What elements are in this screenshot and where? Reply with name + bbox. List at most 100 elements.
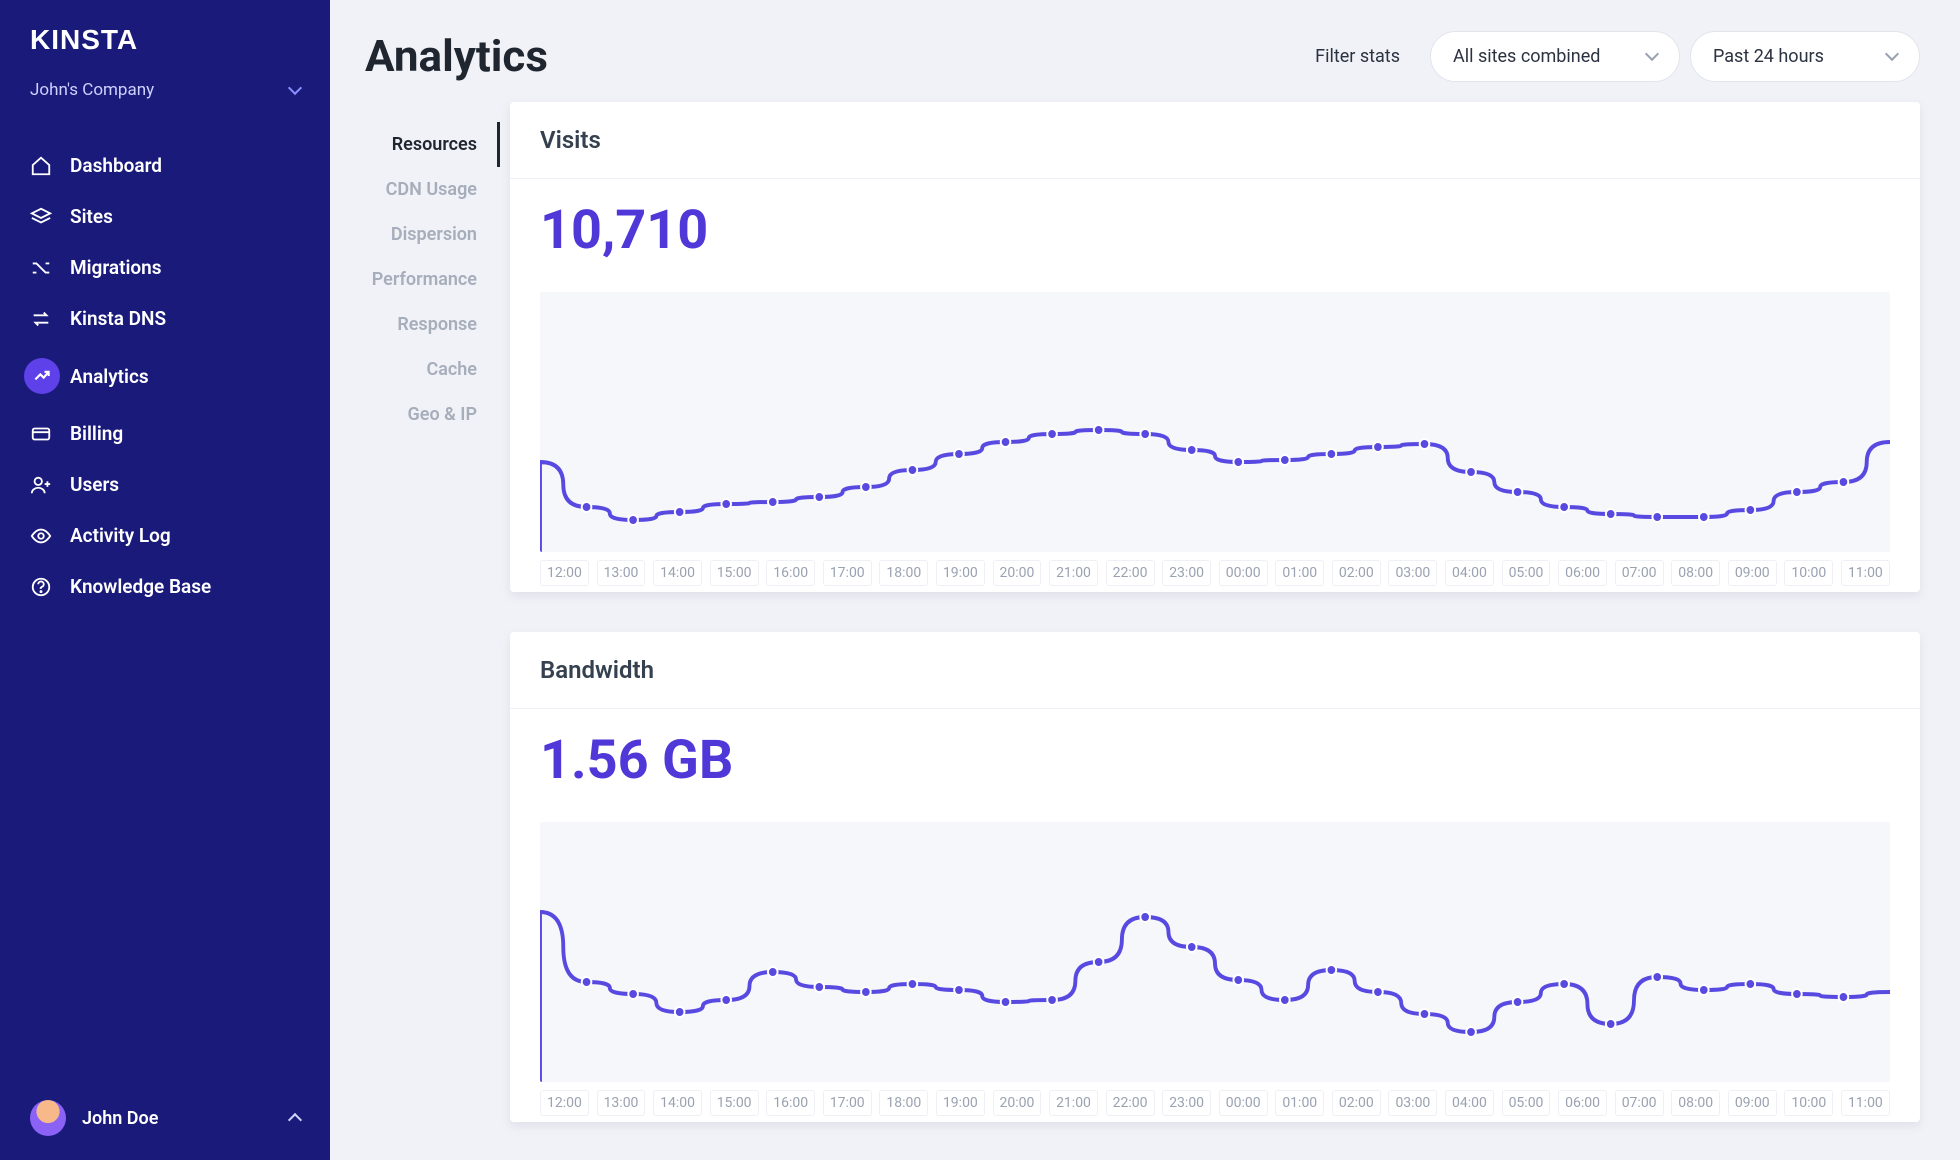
- x-tick: 16:00: [766, 560, 815, 586]
- company-selector[interactable]: John's Company: [30, 80, 300, 100]
- swap-icon: [30, 308, 70, 330]
- x-tick: 06:00: [1558, 1090, 1607, 1116]
- x-tick: 14:00: [653, 1090, 702, 1116]
- subnav-item-geo-ip[interactable]: Geo & IP: [407, 392, 500, 437]
- x-tick: 23:00: [1162, 560, 1211, 586]
- bandwidth-card-title: Bandwidth: [510, 632, 1920, 709]
- x-tick: 13:00: [597, 1090, 646, 1116]
- user-menu[interactable]: John Doe: [0, 1100, 330, 1136]
- x-tick: 21:00: [1049, 560, 1098, 586]
- x-tick: 18:00: [879, 560, 928, 586]
- nav-item-label: Migrations: [70, 256, 162, 279]
- nav-item-billing[interactable]: Billing: [0, 408, 330, 459]
- brand-logo: KINSTA: [30, 24, 330, 56]
- subnav-item-response[interactable]: Response: [397, 302, 500, 347]
- subnav-item-performance[interactable]: Performance: [372, 257, 500, 302]
- time-range-value: Past 24 hours: [1713, 46, 1824, 67]
- x-tick: 09:00: [1728, 1090, 1777, 1116]
- x-tick: 14:00: [653, 560, 702, 586]
- nav-item-migrations[interactable]: Migrations: [0, 242, 330, 293]
- x-tick: 04:00: [1445, 560, 1494, 586]
- x-tick: 18:00: [879, 1090, 928, 1116]
- main-content: Analytics Filter stats All sites combine…: [330, 0, 1960, 1160]
- avatar: [30, 1100, 66, 1136]
- x-tick: 03:00: [1388, 560, 1437, 586]
- bandwidth-x-axis: 12:0013:0014:0015:0016:0017:0018:0019:00…: [540, 1090, 1890, 1116]
- x-tick: 12:00: [540, 560, 589, 586]
- x-tick: 17:00: [823, 1090, 872, 1116]
- x-tick: 08:00: [1671, 1090, 1720, 1116]
- card-icon: [30, 423, 70, 445]
- nav-item-sites[interactable]: Sites: [0, 191, 330, 242]
- nav-item-activity-log[interactable]: Activity Log: [0, 510, 330, 561]
- x-tick: 12:00: [540, 1090, 589, 1116]
- eye-icon: [30, 525, 70, 547]
- chevron-up-icon: [288, 1113, 302, 1127]
- nav-item-label: Activity Log: [70, 524, 171, 547]
- x-tick: 06:00: [1558, 560, 1607, 586]
- subnav-item-resources[interactable]: Resources: [392, 122, 500, 167]
- visits-chart: [540, 292, 1890, 552]
- help-icon: [30, 576, 70, 598]
- nav-item-dashboard[interactable]: Dashboard: [0, 140, 330, 191]
- nav-item-label: Users: [70, 473, 119, 496]
- nav-item-label: Dashboard: [70, 154, 162, 177]
- nav-item-users[interactable]: Users: [0, 459, 330, 510]
- chevron-down-icon: [1885, 47, 1899, 61]
- bandwidth-card: Bandwidth 1.56 GB 12:0013:0014:0015:0016…: [510, 632, 1920, 1122]
- visits-card-title: Visits: [510, 102, 1920, 179]
- x-tick: 19:00: [936, 1090, 985, 1116]
- shuffle-icon: [30, 257, 70, 279]
- visits-total: 10,710: [540, 199, 1890, 262]
- x-tick: 00:00: [1219, 560, 1268, 586]
- nav-item-label: Analytics: [70, 365, 149, 388]
- x-tick: 20:00: [993, 1090, 1042, 1116]
- time-range-selector[interactable]: Past 24 hours: [1690, 31, 1920, 82]
- nav-item-label: Kinsta DNS: [70, 307, 166, 330]
- x-tick: 11:00: [1841, 1090, 1890, 1116]
- x-tick: 22:00: [1106, 1090, 1155, 1116]
- layers-icon: [30, 206, 70, 228]
- x-tick: 15:00: [710, 560, 759, 586]
- x-tick: 19:00: [936, 560, 985, 586]
- nav-item-label: Knowledge Base: [70, 575, 211, 598]
- analytics-subnav: ResourcesCDN UsageDispersionPerformanceR…: [340, 102, 500, 1122]
- x-tick: 00:00: [1219, 1090, 1268, 1116]
- subnav-item-cdn-usage[interactable]: CDN Usage: [386, 167, 500, 212]
- visits-x-axis: 12:0013:0014:0015:0016:0017:0018:0019:00…: [540, 560, 1890, 586]
- nav-item-knowledge-base[interactable]: Knowledge Base: [0, 561, 330, 612]
- x-tick: 21:00: [1049, 1090, 1098, 1116]
- x-tick: 07:00: [1615, 1090, 1664, 1116]
- x-tick: 08:00: [1671, 560, 1720, 586]
- x-tick: 01:00: [1275, 1090, 1324, 1116]
- nav-item-label: Sites: [70, 205, 113, 228]
- nav-item-kinsta-dns[interactable]: Kinsta DNS: [0, 293, 330, 344]
- user-name: John Doe: [82, 1108, 290, 1129]
- x-tick: 09:00: [1728, 560, 1777, 586]
- x-tick: 02:00: [1332, 1090, 1381, 1116]
- subnav-item-dispersion[interactable]: Dispersion: [391, 212, 500, 257]
- site-selector-value: All sites combined: [1453, 46, 1600, 67]
- x-tick: 20:00: [993, 560, 1042, 586]
- x-tick: 23:00: [1162, 1090, 1211, 1116]
- x-tick: 05:00: [1502, 560, 1551, 586]
- x-tick: 02:00: [1332, 560, 1381, 586]
- chevron-down-icon: [1645, 47, 1659, 61]
- x-tick: 01:00: [1275, 560, 1324, 586]
- x-tick: 07:00: [1615, 560, 1664, 586]
- x-tick: 13:00: [597, 560, 646, 586]
- x-tick: 11:00: [1841, 560, 1890, 586]
- x-tick: 10:00: [1784, 1090, 1833, 1116]
- filter-label: Filter stats: [1315, 46, 1400, 67]
- bandwidth-chart: [540, 822, 1890, 1082]
- x-tick: 15:00: [710, 1090, 759, 1116]
- nav-item-analytics[interactable]: Analytics: [0, 344, 330, 408]
- visits-card: Visits 10,710 12:00 13:00 14:00 15:00 16:00 1…: [510, 102, 1920, 592]
- site-selector[interactable]: All sites combined: [1430, 31, 1680, 82]
- page-header: Analytics Filter stats All sites combine…: [365, 30, 1920, 82]
- x-tick: 04:00: [1445, 1090, 1494, 1116]
- bandwidth-total: 1.56 GB: [540, 729, 1890, 792]
- x-tick: 03:00: [1388, 1090, 1437, 1116]
- x-tick: 05:00: [1502, 1090, 1551, 1116]
- subnav-item-cache[interactable]: Cache: [426, 347, 500, 392]
